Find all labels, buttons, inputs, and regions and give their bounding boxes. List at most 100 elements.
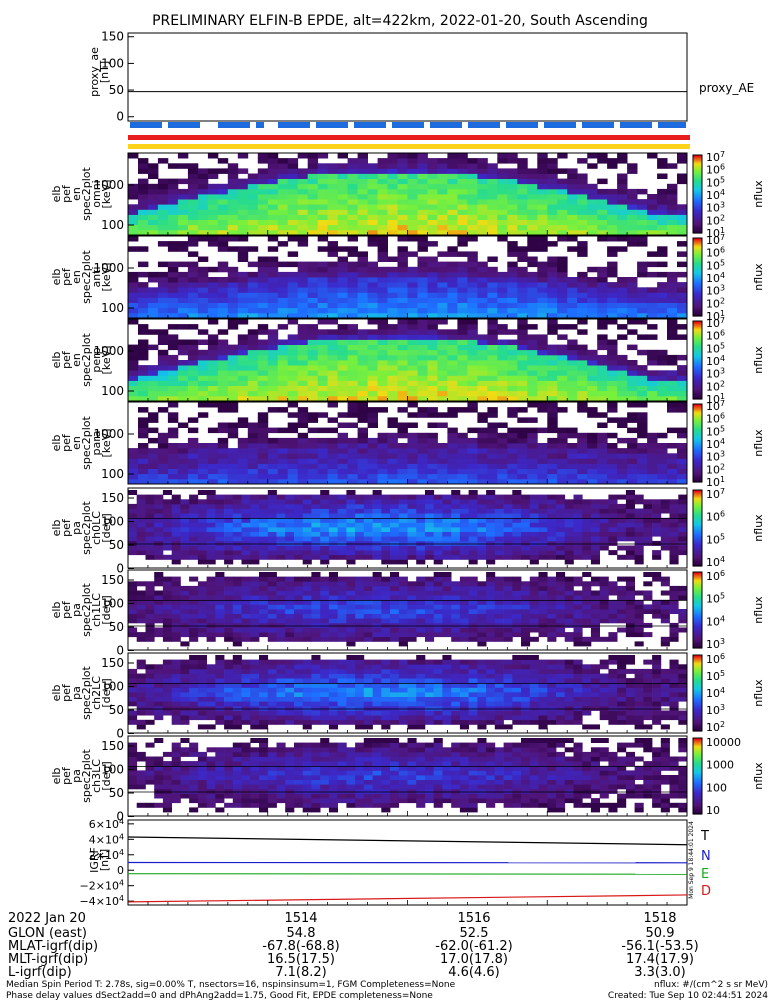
- pitch-angle-cell: [503, 590, 513, 596]
- spectrogram-cell: [537, 407, 548, 413]
- spectrogram-cell: [387, 432, 398, 439]
- spectrogram-cell: [257, 266, 269, 273]
- pitch-angle-cell: [582, 536, 592, 542]
- pitch-angle-cell: [206, 627, 216, 633]
- pitch-angle-cell: [328, 550, 338, 556]
- pitch-angle-cell: [154, 613, 164, 619]
- colorbar-segment: [693, 393, 702, 396]
- spectrogram-cell: [437, 375, 448, 381]
- pitch-angle-cell: [363, 590, 373, 596]
- colorbar-segment: [693, 323, 702, 326]
- spectrogram-cell: [237, 448, 249, 454]
- spectrogram-cell: [167, 312, 179, 319]
- spectrogram-cell: [167, 432, 179, 439]
- spectrogram-cell: [547, 297, 558, 303]
- spectrogram-cell: [647, 251, 658, 257]
- colorbar-segment: [693, 277, 702, 279]
- pitch-angle-cell: [285, 540, 295, 546]
- spectrogram-cell: [377, 214, 388, 220]
- pitch-angle-cell: [433, 581, 443, 587]
- spectrogram-cell: [377, 277, 388, 283]
- spectrogram-cell: [327, 349, 338, 356]
- pitch-angle-cell: [390, 604, 400, 610]
- spectrogram-cell: [217, 329, 229, 335]
- pitch-angle-cell: [503, 622, 513, 628]
- spectrogram-cell: [587, 302, 598, 309]
- pitch-angle-cell: [215, 536, 225, 542]
- pitch-angle-cell: [451, 490, 461, 495]
- spectrogram-cell: [557, 256, 568, 262]
- colorbar-segment: [693, 375, 702, 378]
- spectrogram-cell: [487, 312, 498, 319]
- colorbar-segment: [693, 427, 702, 430]
- pitch-angle-cell: [250, 599, 260, 605]
- colorbar-segment: [693, 274, 702, 277]
- energy-panel-ylabel: pef: [60, 433, 73, 452]
- spectrogram-cell: [297, 407, 309, 413]
- spectrogram-cell: [367, 354, 378, 361]
- spectrogram-cell: [567, 380, 578, 386]
- spectrogram-cell: [657, 395, 668, 402]
- pitch-angle-cell: [320, 618, 330, 624]
- spectrogram-cell: [337, 443, 348, 449]
- spectrogram-cell: [267, 349, 279, 356]
- pitch-panel-0: 150100500elbpefpaspec2plotch0LC[deg]1071…: [50, 487, 765, 576]
- pitch-angle-cell: [171, 627, 181, 633]
- pitch-angle-cell: [494, 499, 504, 505]
- spectrogram-cell: [637, 468, 648, 475]
- pitch-angle-cell: [643, 527, 653, 532]
- pitch-angle-cell: [197, 536, 207, 542]
- colorbar-segment: [693, 306, 702, 309]
- colorbar-segment: [693, 179, 702, 182]
- pitch-angle-cell: [590, 545, 600, 551]
- spectrogram-cell: [437, 443, 448, 449]
- spectrogram-cell: [447, 297, 458, 303]
- spectrogram-cell: [148, 214, 159, 220]
- colorbar-segment: [693, 531, 702, 534]
- colorbar-segment: [693, 520, 702, 523]
- spectrogram-cell: [217, 395, 229, 402]
- pitch-angle-cell: [128, 522, 138, 528]
- spectrogram-cell: [667, 209, 678, 215]
- spectrogram-cell: [517, 271, 528, 278]
- pitch-angle-cell: [259, 554, 269, 560]
- pitch-angle-cell: [634, 554, 644, 560]
- pitch-angle-cell: [390, 599, 400, 605]
- pitch-angle-cell: [486, 572, 496, 577]
- spectrogram-cell: [277, 448, 289, 454]
- colorbar-segment: [693, 286, 702, 288]
- spectrogram-cell: [647, 271, 658, 278]
- spectrogram-cell: [487, 194, 498, 200]
- spectrogram-cell: [337, 271, 348, 278]
- spectrogram-cell: [387, 188, 398, 195]
- pitch-angle-cell: [197, 609, 207, 614]
- pitch-angle-cell: [267, 531, 277, 537]
- spectrogram-cell: [237, 453, 249, 459]
- pitch-angle-cell: [241, 590, 251, 596]
- spectrogram-cell: [487, 385, 498, 392]
- pitch-angle-cell: [652, 554, 662, 560]
- spectrogram-cell: [647, 478, 658, 485]
- spectrogram-cell: [187, 194, 199, 200]
- pitch-angle-cell: [302, 595, 312, 601]
- spectrogram-cell: [217, 266, 229, 273]
- spectrogram-cell: [327, 241, 338, 247]
- spectrogram-cell: [477, 334, 488, 340]
- spectrogram-cell: [157, 432, 169, 439]
- pitch-angle-cell: [416, 508, 426, 514]
- pitch-angle-cell: [189, 499, 199, 505]
- pitch-angle-cell: [529, 531, 539, 537]
- spectrogram-cell: [497, 437, 508, 444]
- pitch-angle-cell: [346, 499, 356, 505]
- spectrogram-cell: [307, 448, 319, 454]
- spectrogram-cell: [537, 229, 548, 236]
- spectrogram-cell: [487, 266, 498, 273]
- spectrogram-cell: [377, 432, 388, 439]
- colorbar-segment: [693, 190, 702, 192]
- spectrogram-cell: [407, 422, 418, 428]
- spectrogram-cell: [597, 448, 608, 454]
- pitch-angle-cell: [250, 545, 260, 551]
- pitch-angle-cell: [328, 572, 338, 577]
- colorbar-segment: [693, 454, 702, 457]
- spectrogram-cell: [537, 178, 548, 185]
